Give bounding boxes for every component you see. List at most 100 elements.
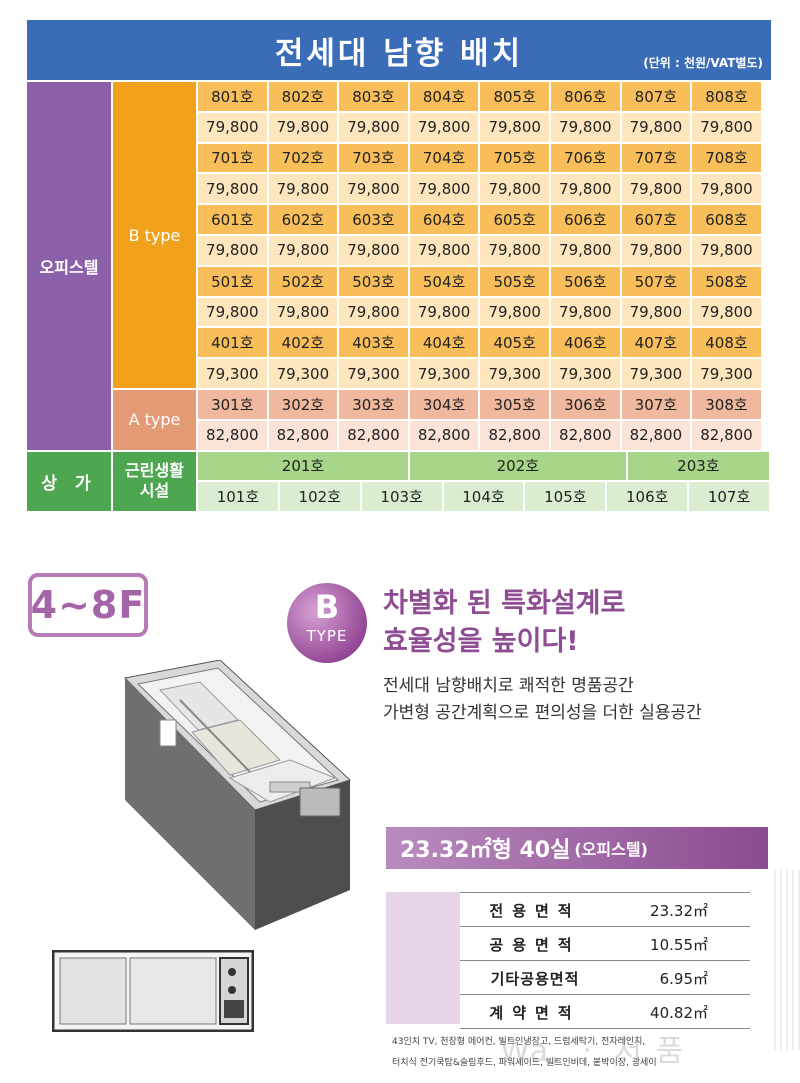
unit-cell: 405호 [480,328,551,360]
spec-key: 기타공용면적 [490,970,580,988]
price-cell: 79,300 [409,359,481,390]
unit-cell: 502호 [268,266,340,298]
shop-unit-cell: 106호 [607,482,690,514]
price-cell: 79,800 [621,174,693,206]
price-cell: 79,800 [198,174,269,206]
price-cell: 82,800 [268,420,340,452]
size-banner: 23.32㎡형 40실 (오피스텔) [386,827,768,869]
price-cell: 79,800 [409,174,481,206]
unit-cell: 802호 [268,82,340,113]
spec-value: 23.32㎡ [650,902,708,920]
price-cell: 79,300 [551,359,622,390]
unit-cell: 508호 [692,266,763,298]
unit-cell: 702호 [268,143,340,175]
unit-cell: 301호 [198,390,269,421]
unit-cell: 303호 [339,390,410,421]
spec-value: 10.55㎡ [650,936,708,954]
unit-cell: 402호 [268,328,340,360]
neighborhood-facility-label: 근린생활 시설 [113,451,198,514]
type-letter: B [314,588,340,626]
price-cell: 79,800 [551,297,622,329]
price-cell: 79,800 [551,236,622,267]
price-cell: 79,300 [621,359,693,390]
unit-cell: 703호 [339,143,410,175]
spec-key: 계약면적 [489,1004,581,1022]
type-word: TYPE [306,627,348,645]
price-cell: 79,800 [268,236,340,267]
floor-plan-2d-illustration [52,950,254,1032]
unit-cell: 708호 [692,143,763,175]
unit-cell: 304호 [409,390,481,421]
unit-cell: 403호 [339,328,410,360]
unit-cell: 507호 [621,266,693,298]
unit-cell: 308호 [692,390,763,421]
price-cell: 79,800 [692,174,763,206]
unit-cell: 503호 [339,266,410,298]
neighborhood-label-line-2: 시설 [139,481,170,501]
price-cell: 79,800 [480,174,551,206]
unit-cell: 604호 [409,205,481,236]
description: 전세대 남향배치로 쾌적한 명품공간 가변형 공간계획으로 편의성을 더한 실용… [383,673,702,727]
unit-cell: 801호 [198,82,269,113]
price-cell: 79,800 [692,236,763,267]
size-sub-label: (오피스텔) [574,840,648,859]
price-cell: 82,800 [480,420,551,452]
shop-label: 상 가 [27,451,113,514]
price-cell: 82,800 [621,420,693,452]
description-line-2: 가변형 공간계획으로 편의성을 더한 실용공간 [383,703,702,723]
price-cell: 79,300 [339,359,410,390]
options-note-line-1: 43인치 TV, 천장형 에어컨, 빌트인냉장고, 드럼세탁기, 전자레인지, [392,1037,646,1047]
unit-cell: 705호 [480,143,551,175]
unit-cell: 701호 [198,143,269,175]
unit-cell: 805호 [480,82,551,113]
btype-label: B type [113,82,198,390]
price-cell: 79,800 [480,112,551,144]
neighborhood-label-line-1: 근린생활 [125,461,184,481]
price-cell: 79,800 [409,236,481,267]
unit-cell: 608호 [692,205,763,236]
spec-key: 전용면적 [489,902,581,920]
price-cell: 79,800 [339,174,410,206]
area-spec-table: 전용면적 23.32㎡ 공용면적 10.55㎡ 기타공용면적 6.95㎡ 계약면… [460,892,750,1029]
price-cell: 82,800 [339,420,410,452]
options-note-line-2: 터치식 전기쿡탑&슬림후드, 파워셰이드, 빌트인비데, 붙박이장, 광세이 [392,1058,657,1068]
unit-cell: 704호 [409,143,481,175]
unit-cell: 407호 [621,328,693,360]
unit-cell: 306호 [551,390,622,421]
price-cell: 79,800 [409,297,481,329]
price-cell: 79,800 [198,112,269,144]
price-cell: 79,300 [268,359,340,390]
shop-unit-cell: 202호 [410,451,628,483]
price-cell: 79,800 [480,297,551,329]
headline: 차별화 된 특화설계로 효율성을 높이다! [383,585,625,661]
price-cell: 79,800 [268,297,340,329]
spec-row: 기타공용면적 6.95㎡ [460,961,750,995]
unit-cell: 305호 [480,390,551,421]
shop-unit-cell: 104호 [443,482,526,514]
price-cell: 79,800 [692,112,763,144]
price-cell: 79,800 [339,297,410,329]
unit-cell: 803호 [339,82,410,113]
spec-value: 6.95㎡ [659,970,708,988]
unit-cell: 606호 [551,205,622,236]
spec-row: 계약면적 40.82㎡ [460,995,750,1029]
unit-cell: 501호 [198,266,269,298]
office-label: 오피스텔 [27,82,113,452]
unit-cell: 404호 [409,328,481,360]
price-cell: 79,300 [692,359,763,390]
floor-plan-3d-illustration [123,660,351,930]
shop-unit-cell: 103호 [361,482,444,514]
shop-unit-cell: 105호 [525,482,608,514]
headline-line-2: 효율성을 높이다! [383,626,579,657]
options-note: 43인치 TV, 천장형 에어컨, 빌트인냉장고, 드럼세탁기, 전자레인지, … [392,1032,752,1074]
price-cell: 82,800 [198,420,269,452]
price-cell: 79,800 [551,174,622,206]
unit-cell: 506호 [551,266,622,298]
unit-cell: 504호 [409,266,481,298]
price-cell: 79,800 [198,297,269,329]
watermark: Wa, ㆍ 저 품 [500,1034,686,1069]
unit-cell: 401호 [198,328,269,360]
unit-cell: 505호 [480,266,551,298]
price-cell: 79,800 [621,236,693,267]
price-cell: 79,800 [551,112,622,144]
